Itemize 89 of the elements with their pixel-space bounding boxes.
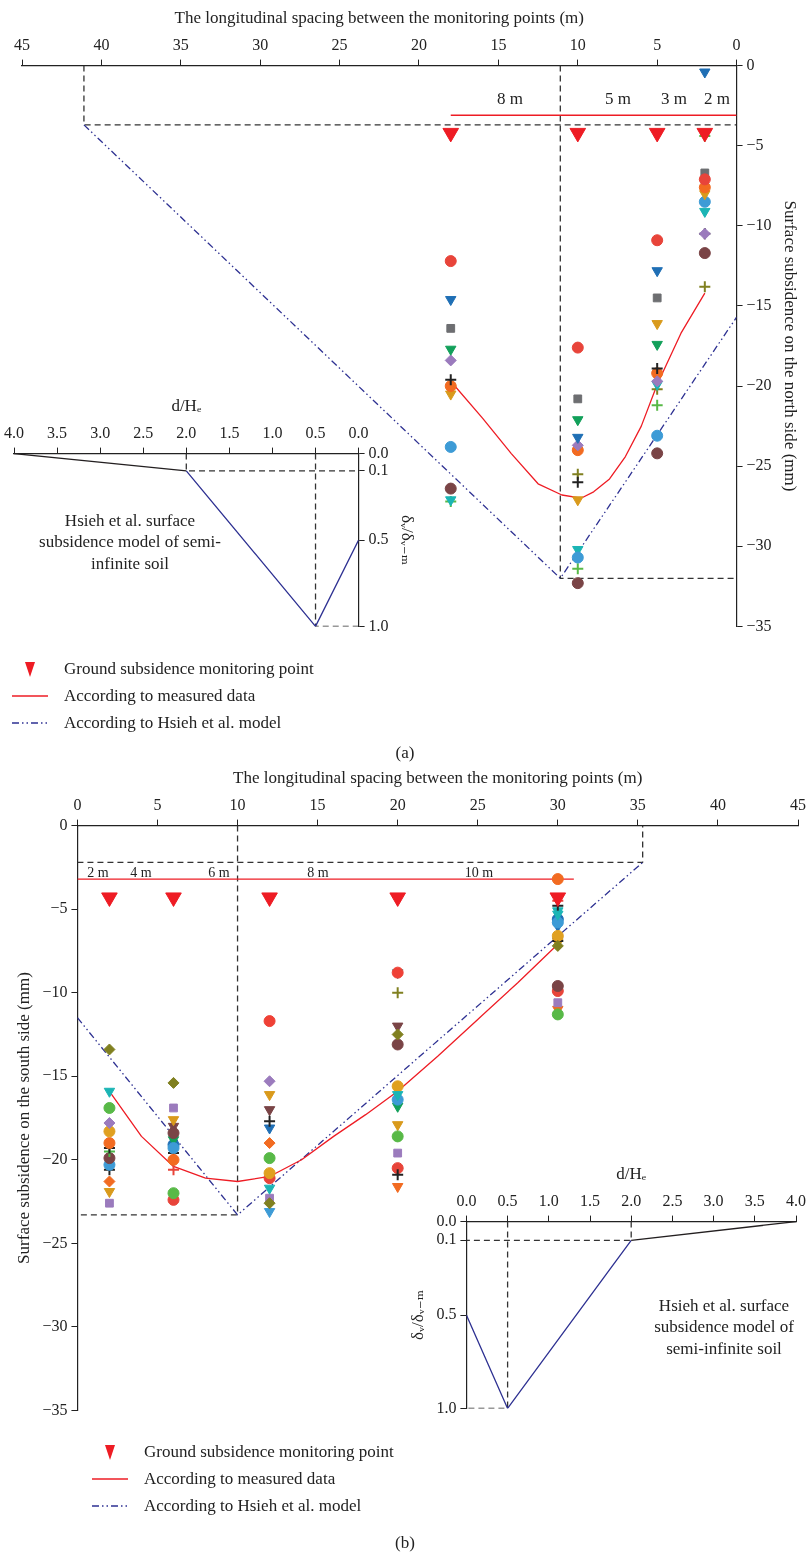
- x-tick-label: 45: [14, 36, 30, 54]
- x-tick-label: 10: [569, 36, 586, 54]
- x-tick-label: 25: [469, 796, 486, 814]
- annotation: Hsieh et al. surface subsidence model of semi-infinite soil: [653, 1295, 795, 1359]
- x-tick-label: 2.5: [133, 424, 154, 442]
- y2-tick-label: 0.1: [368, 461, 389, 479]
- x-tick-label: 40: [709, 796, 726, 814]
- text: (b): [394, 1532, 416, 1554]
- x-tick-label: 40: [93, 36, 110, 54]
- y2-tick-label: 1.0: [368, 616, 389, 634]
- y2-tick-label: −20: [746, 376, 772, 394]
- x-tick-label: 30: [549, 796, 566, 814]
- x-tick-label: 20: [410, 36, 427, 54]
- y-tick-label: −15: [42, 1066, 68, 1084]
- y2-tick-label: 0.5: [368, 530, 389, 548]
- annotation: 6 m: [207, 865, 231, 881]
- x-tick-label: 15: [309, 796, 326, 814]
- x-tick-label: 3.0: [90, 424, 111, 442]
- annotation: 8 m: [496, 88, 524, 110]
- y-tick-label: 0.1: [436, 1230, 457, 1248]
- x-axis-title: d/Hₑ: [171, 395, 202, 415]
- legend-label: According to measured data: [64, 685, 256, 706]
- y-tick-label: −10: [42, 982, 68, 1000]
- x-tick-label: 1.0: [262, 424, 283, 442]
- y-tick-label: −20: [42, 1149, 68, 1167]
- y-axis-title: Surface subsidence on the south side (mm): [13, 972, 33, 1264]
- x-tick-label: 0.5: [305, 424, 326, 442]
- y2-tick-label: −30: [746, 536, 772, 554]
- annotation: 3 m: [660, 88, 688, 110]
- y-tick-label: −25: [42, 1233, 68, 1251]
- x-tick-label: 5: [653, 36, 662, 54]
- y2-tick-label: 0: [746, 55, 755, 73]
- y-tick-label: 0.0: [436, 1211, 457, 1229]
- x-tick-label: 4.0: [4, 424, 24, 442]
- x-axis-title: The longitudinal spacing between the monitoring points (m): [174, 7, 584, 27]
- y2-axis-title: δᵥ/δᵥ₋ₘ: [398, 514, 418, 566]
- annotation: 5 m: [604, 88, 632, 110]
- x-tick-label: 30: [252, 36, 269, 54]
- y-tick-label: −30: [42, 1317, 68, 1335]
- x-tick-label: 2.5: [662, 1192, 683, 1210]
- legend-label: Ground subsidence monitoring point: [144, 1441, 394, 1462]
- x-tick-label: 35: [172, 36, 189, 54]
- y-tick-label: 0.5: [436, 1305, 457, 1323]
- y-tick-label: 0: [59, 815, 68, 833]
- y2-tick-label: −15: [746, 296, 772, 314]
- annotation: 2 m: [703, 88, 731, 110]
- x-tick-label: 2.0: [176, 424, 197, 442]
- x-tick-label: 3.5: [744, 1192, 765, 1210]
- x-tick-label: 15: [490, 36, 507, 54]
- x-axis-title: d/Hₑ: [616, 1163, 647, 1183]
- y2-tick-label: −35: [746, 616, 772, 634]
- x-tick-label: 20: [389, 796, 406, 814]
- x-tick-label: 3.5: [47, 424, 68, 442]
- x-tick-label: 0.5: [497, 1192, 518, 1210]
- x-tick-label: 0: [732, 36, 741, 54]
- x-tick-label: 1.5: [580, 1192, 600, 1210]
- x-tick-label: 10: [229, 796, 246, 814]
- x-tick-label: 2.0: [621, 1192, 642, 1210]
- x-tick-label: 25: [331, 36, 348, 54]
- x-tick-label: 0: [73, 796, 82, 814]
- y-tick-label: −35: [42, 1400, 68, 1418]
- x-tick-label: 35: [629, 796, 646, 814]
- annotation: Hsieh et al. surface subsidence model of semi-infinite soil: [38, 510, 222, 574]
- y2-tick-label: −25: [746, 456, 772, 474]
- legend-label: Ground subsidence monitoring point: [64, 658, 314, 679]
- x-tick-label: 5: [153, 796, 162, 814]
- annotation: 2 m: [86, 865, 110, 881]
- x-axis-title: The longitudinal spacing between the monitoring points (m): [233, 767, 643, 787]
- x-tick-label: 1.0: [538, 1192, 559, 1210]
- x-tick-label: 0.0: [348, 424, 369, 442]
- y2-axis-title: Surface subsidence on the north side (mm): [781, 200, 801, 492]
- x-tick-label: 45: [790, 796, 806, 814]
- annotation: 4 m: [129, 865, 153, 881]
- y-axis-title: δᵥ/δᵥ₋ₘ: [407, 1289, 427, 1341]
- annotation: 10 m: [463, 865, 495, 881]
- x-tick-label: 1.5: [219, 424, 240, 442]
- y2-tick-label: −5: [746, 135, 764, 153]
- legend-label: According to measured data: [144, 1468, 336, 1489]
- y2-tick-label: 0.0: [368, 443, 389, 461]
- y2-tick-label: −10: [746, 216, 772, 234]
- x-tick-label: 3.0: [703, 1192, 724, 1210]
- legend-label: According to Hsieh et al. model: [144, 1495, 362, 1516]
- text: (a): [394, 742, 416, 764]
- y-tick-label: −5: [50, 899, 68, 917]
- x-tick-label: 4.0: [786, 1192, 806, 1210]
- legend-label: According to Hsieh et al. model: [64, 712, 282, 733]
- x-tick-label: 0.0: [456, 1192, 477, 1210]
- annotation: 8 m: [306, 865, 330, 881]
- y-tick-label: 1.0: [436, 1398, 457, 1416]
